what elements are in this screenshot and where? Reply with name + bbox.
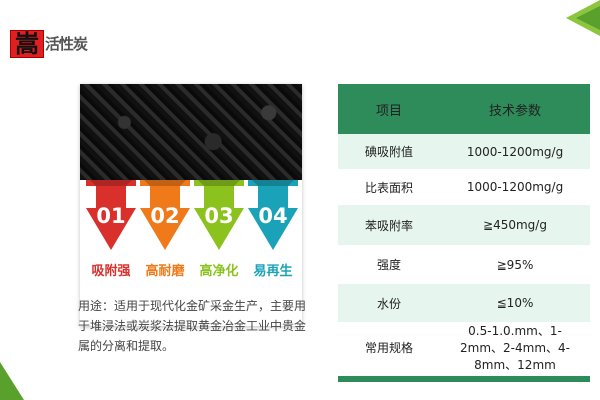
item-value: ≧450mg/g [440,205,590,245]
item-value: ≧95% [496,257,534,272]
feature-number: 01 [96,204,126,228]
table-row: 强度 ≧95% [338,245,590,284]
item-name: 碘吸附值 [338,134,440,169]
feature-arrow-1: 01 [86,180,136,254]
feature-label: 高净化 [199,264,239,279]
feature-number: 02 [150,204,180,228]
table-bottom-bar [338,376,590,382]
table-row: 水份 ≦10% [338,284,590,322]
arrow-down-icon [140,180,190,250]
item-value: 1000-1200mg/g [466,180,564,194]
item-value: 0.5-1.0.mm、1-2mm、2-4mm、4-8mm、12mm [460,324,570,372]
header-item: 项目 [338,84,440,134]
feature-arrow-3: 03 [194,180,244,254]
item-value: 1000-1200mg/g [440,134,590,169]
table-row: 比表面积 1000-1200mg/g [338,169,590,205]
item-name: 苯吸附率 [338,205,440,245]
header-param: 技术参数 [440,84,590,134]
item-value: ≦10% [440,284,590,322]
brand-title: 活性炭 [45,35,88,53]
feature-label: 吸附强 [91,264,131,279]
feature-label: 高耐磨 [145,264,185,279]
item-name: 强度 [376,258,401,272]
product-photo [80,84,302,180]
corner-triangle-icon [0,362,24,400]
spec-table: 项目 技术参数 碘吸附值 1000-1200mg/g 比表面积 1000-1200mg… [338,84,590,373]
feature-arrow-4: 04 [248,180,298,254]
feature-arrow-2: 02 [140,180,190,254]
corner-triangle-icon [566,0,600,36]
arrow-down-icon [86,180,136,250]
item-name: 常用规格 [364,341,413,355]
product-card: 01 吸附强 02 高耐磨 03 高净化 04 易再生 [80,84,302,326]
table-row: 碘吸附值 1000-1200mg/g [338,134,590,169]
item-name: 比表面积 [364,180,413,195]
logo: 嵩 [10,30,44,58]
usage-text: 用途：适用于现代化金矿采金生产，主要用于堆浸法或炭浆法提取黄金冶金工业中贵金属的… [78,299,307,353]
feature-number: 04 [258,204,288,228]
arrow-down-icon [194,180,244,250]
feature-number: 03 [204,204,234,228]
item-name: 水份 [338,284,440,322]
feature-label: 易再生 [253,264,293,279]
arrow-down-icon [248,180,298,250]
table-row: 苯吸附率 ≧450mg/g [338,205,590,245]
table-row: 常用规格 0.5-1.0.mm、1-2mm、2-4mm、4-8mm、12mm [338,322,590,373]
